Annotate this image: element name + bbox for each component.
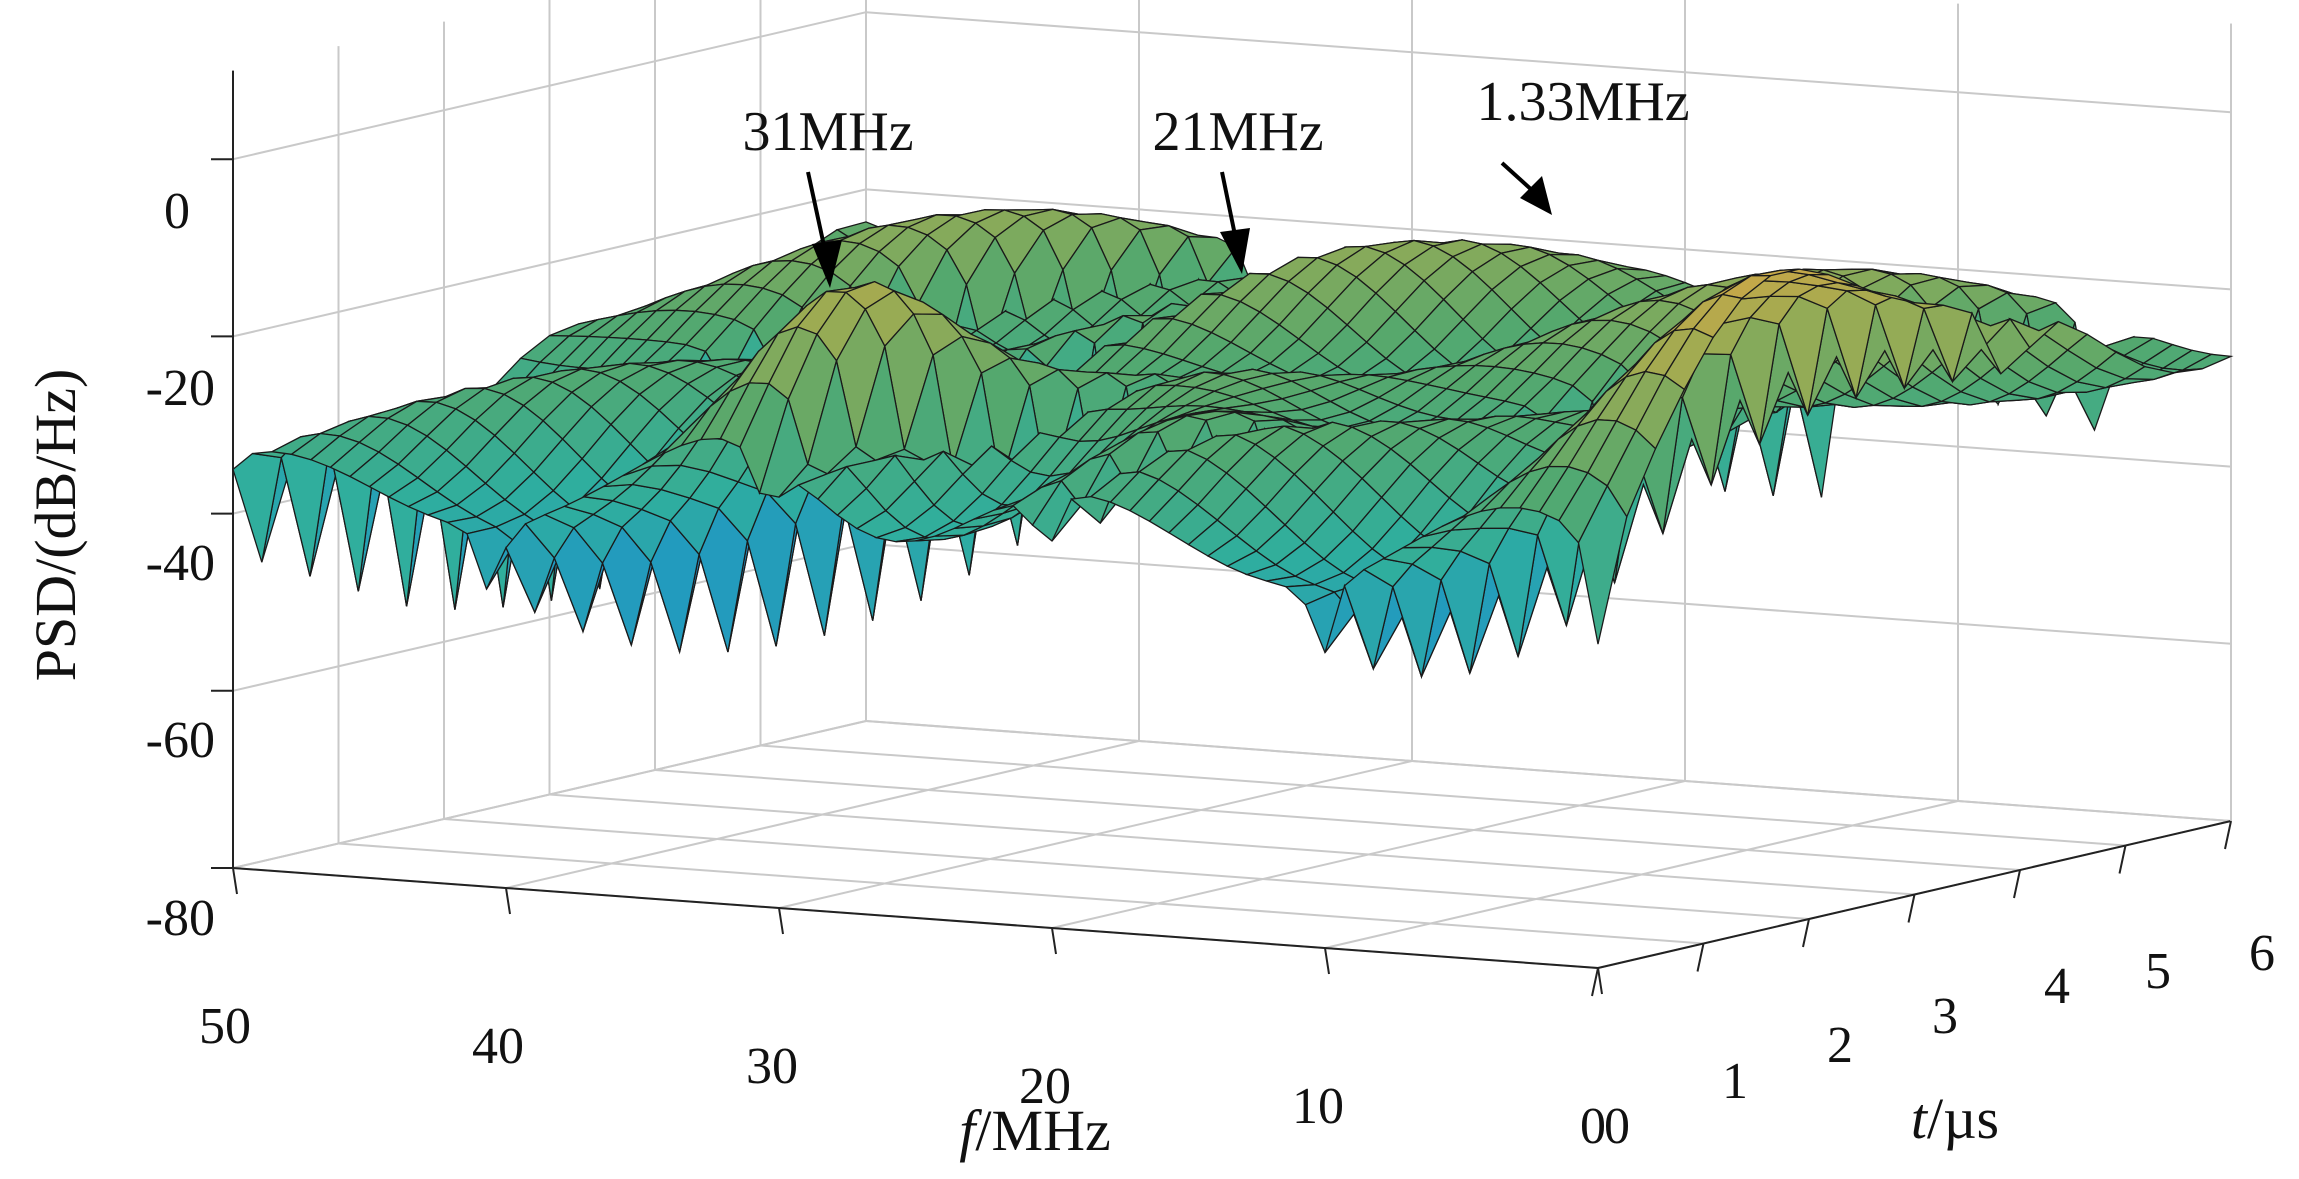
annotation-arrow-shaft-1-33mhz [1500, 161, 1536, 194]
t-tick-mark [1907, 894, 1916, 923]
t-tick-mark [2224, 820, 2232, 850]
t-tick-label-2: 2 [1827, 1017, 1853, 1074]
annotation-label-1-33mhz: 1.33MHz [1476, 71, 1689, 133]
annotation-21mhz: 21MHz [1152, 101, 1324, 274]
t-tick-label-3: 3 [1932, 988, 1958, 1045]
gridline-floor-f [865, 720, 2232, 822]
f-tick-label-20: 20 [1019, 1058, 1071, 1115]
z-tick-label-1: -20 [146, 360, 215, 417]
gridline-back-wall [865, 11, 2232, 114]
t-tick-label-6: 6 [2249, 925, 2275, 982]
f-tick-label-50: 50 [199, 998, 251, 1055]
t-axis-title-unit: /µs [1927, 1086, 1999, 1151]
z-tick-label-0: 0 [164, 183, 190, 240]
gridline-back-wall [865, 188, 2232, 291]
annotation-1-33mhz: 1.33MHz [1476, 71, 1690, 215]
gridline-floor-f [549, 793, 1915, 896]
gridline-back-wall [865, 542, 2232, 645]
annotation-arrow-shaft-21mhz [1220, 171, 1238, 241]
f-tick-mark [1051, 927, 1057, 955]
surface-mesh [232, 208, 2234, 680]
f-axis-title: f/MHz [959, 1098, 1110, 1163]
t-tick-mark [2118, 845, 2127, 874]
f-tick-mark [1324, 947, 1330, 975]
annotation-label-31mhz: 31MHz [742, 101, 913, 163]
annotation-arrowhead-21mhz [1220, 228, 1250, 274]
z-tick-label-3: -60 [146, 712, 215, 769]
f-tick-label-10: 10 [1292, 1078, 1344, 1135]
t-axis-title: t/µs [1911, 1086, 1999, 1151]
gridline-floor-f [338, 842, 1704, 945]
t-tick-mark [2013, 869, 2021, 899]
annotation-arrowhead-31mhz [812, 240, 842, 288]
t-axis-title-symbol: t [1911, 1086, 1929, 1151]
f-tick-label-40: 40 [472, 1018, 524, 1075]
t-tick-label-0: 0 [1604, 1098, 1630, 1155]
z-tick-label-2: -40 [146, 535, 215, 592]
f-axis-title-unit: /MHz [975, 1098, 1110, 1163]
annotation-31mhz: 31MHz [742, 101, 914, 288]
gridline-floor-f [443, 818, 1810, 920]
f-tick-label-0: 0 [1580, 1098, 1606, 1155]
t-tick-mark [1696, 943, 1705, 972]
gridline-floor-f [654, 769, 2021, 871]
f-tick-mark [232, 867, 238, 895]
f-tick-mark [1597, 967, 1603, 995]
gridline-floor-f [760, 744, 2126, 847]
f-tick-mark [505, 887, 511, 915]
z-tick-label-4: -80 [146, 890, 215, 947]
t-tick-label-5: 5 [2145, 943, 2171, 1000]
t-tick-mark [1802, 918, 1810, 948]
f-axis-line [232, 867, 1599, 969]
f-tick-label-30: 30 [746, 1038, 798, 1095]
annotation-label-21mhz: 21MHz [1152, 101, 1323, 163]
t-tick-label-1: 1 [1722, 1053, 1748, 1110]
z-axis-title: PSD/(dB/Hz) [23, 369, 88, 682]
t-tick-mark [1591, 967, 1599, 997]
annotation-arrowhead-1-33mhz [1520, 176, 1552, 215]
surface-patch [1343, 568, 1394, 672]
annotation-arrow-shaft-31mhz [806, 171, 828, 256]
surface-patch [1577, 484, 1628, 645]
f-tick-mark [778, 907, 784, 935]
t-tick-label-4: 4 [2044, 958, 2070, 1015]
tick-labels [211, 158, 2232, 997]
